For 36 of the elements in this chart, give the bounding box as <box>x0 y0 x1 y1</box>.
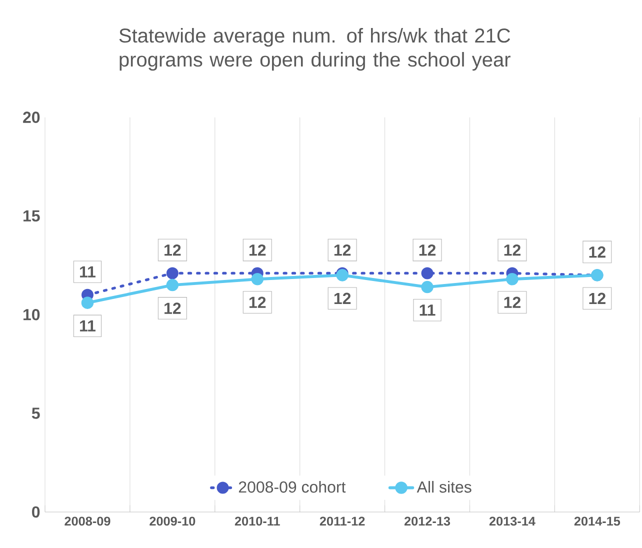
chart-title: Statewide average num. of hrs/wk that 21C programs were open during the school year <box>119 28 510 71</box>
data-label: 11 <box>420 304 436 316</box>
x-tick-label: 2010-11 <box>234 516 280 526</box>
data-label: 12 <box>504 296 520 308</box>
legend-label: 2008-09 cohort <box>238 480 346 493</box>
point <box>166 267 178 280</box>
x-tick-label: 2008-09 <box>64 516 110 526</box>
data-label: 11 <box>80 320 96 332</box>
point <box>251 272 264 286</box>
data-label: 12 <box>334 244 351 256</box>
data-label: 12 <box>589 292 606 304</box>
data-label: 11 <box>80 266 96 278</box>
point <box>421 280 434 294</box>
data-label: 12 <box>249 244 266 256</box>
point <box>166 278 179 292</box>
data-label: 12 <box>504 244 520 256</box>
point <box>81 296 94 309</box>
data-label: 12 <box>419 244 436 256</box>
data-label: 12 <box>249 296 266 308</box>
data-label: 12 <box>334 292 351 304</box>
x-tick-label: 2014-15 <box>574 516 620 526</box>
y-tick-label: 10 <box>24 308 40 320</box>
x-tick-label: 2009-10 <box>150 516 196 526</box>
x-tick-label: 2012-13 <box>404 516 450 526</box>
data-label: 12 <box>164 244 181 256</box>
y-tick-label: 0 <box>32 506 40 518</box>
legend-label: All sites <box>416 480 472 493</box>
y-tick-label: 5 <box>32 408 40 419</box>
point <box>421 267 434 280</box>
x-tick-label: 2011-12 <box>320 516 365 526</box>
y-tick-label: 15 <box>24 210 40 222</box>
x-tick-label: 2013-14 <box>489 516 536 526</box>
data-label: 12 <box>164 302 181 314</box>
point <box>506 272 518 286</box>
data-label: 12 <box>589 246 606 258</box>
y-tick-label: 20 <box>23 112 40 123</box>
